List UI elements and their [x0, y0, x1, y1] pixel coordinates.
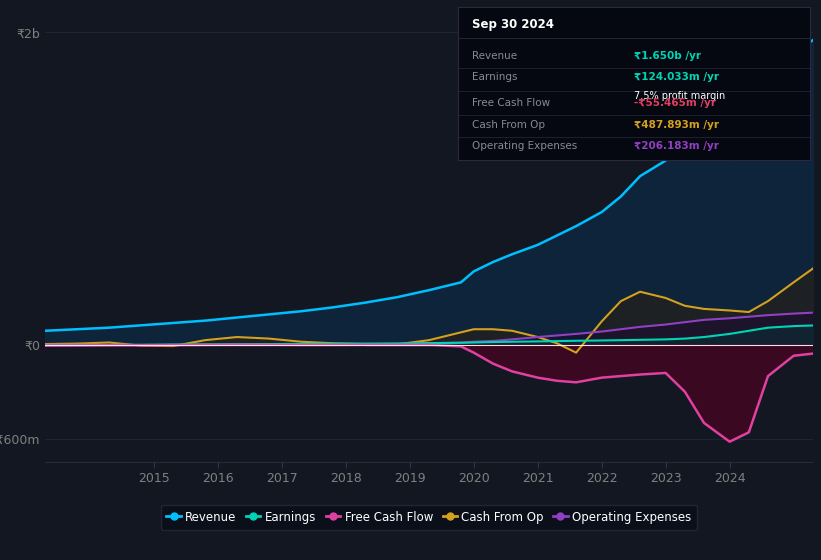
Text: -₹55.465m /yr: -₹55.465m /yr [634, 98, 716, 108]
Text: ₹1.650b /yr: ₹1.650b /yr [634, 51, 701, 61]
Text: ₹124.033m /yr: ₹124.033m /yr [634, 72, 719, 82]
Text: Cash From Op: Cash From Op [472, 120, 545, 129]
Legend: Revenue, Earnings, Free Cash Flow, Cash From Op, Operating Expenses: Revenue, Earnings, Free Cash Flow, Cash … [161, 505, 697, 530]
Text: Sep 30 2024: Sep 30 2024 [472, 17, 554, 31]
Text: ₹206.183m /yr: ₹206.183m /yr [634, 141, 718, 151]
Text: ₹487.893m /yr: ₹487.893m /yr [634, 120, 719, 129]
Text: Free Cash Flow: Free Cash Flow [472, 98, 550, 108]
Text: 7.5% profit margin: 7.5% profit margin [634, 91, 725, 101]
Text: Operating Expenses: Operating Expenses [472, 141, 577, 151]
Text: Earnings: Earnings [472, 72, 518, 82]
Text: Revenue: Revenue [472, 51, 517, 61]
